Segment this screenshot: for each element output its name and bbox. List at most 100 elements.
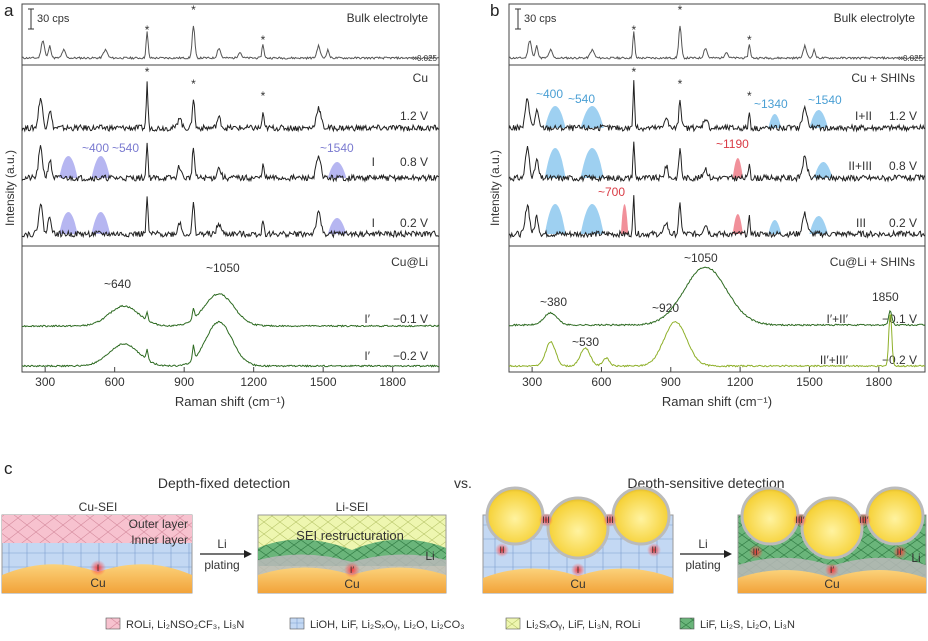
schematic-li-sei-fixed: Li-SEI I′ SEI restructuration Cu Li bbox=[257, 500, 447, 594]
legend-swatch-2 bbox=[505, 617, 521, 630]
band-fill-15 bbox=[544, 204, 566, 234]
band-fill-15 bbox=[59, 212, 78, 234]
schematic-3-roman-e: I bbox=[577, 565, 580, 575]
spectrum-trace-1 bbox=[21, 81, 440, 133]
xtick-label-0: 300 bbox=[35, 375, 55, 389]
panel-b-ls2: II′+III′ bbox=[820, 353, 849, 367]
band-fill-8 bbox=[544, 148, 566, 178]
panel-b-frame bbox=[508, 3, 926, 373]
panel-a-s3: I bbox=[372, 216, 375, 230]
asterisk-c3: * bbox=[261, 89, 266, 103]
band-fill-18 bbox=[809, 216, 828, 234]
arrow-1-bottom: plating bbox=[204, 558, 239, 572]
legend-swatch-3 bbox=[679, 617, 695, 630]
asterisk-b2: * bbox=[191, 3, 196, 17]
panel-b-yaxis-label: Intensity (a.u.) bbox=[488, 150, 502, 226]
spectrum-trace-1 bbox=[508, 80, 926, 133]
spectrum-trace-23 bbox=[21, 320, 440, 368]
schematic-1-title: Cu-SEI bbox=[79, 500, 118, 514]
legend-item-3: LiF, Li₂S, Li₂O, Li₃N bbox=[700, 619, 795, 631]
panel-b-letter: b bbox=[490, 1, 499, 20]
band-fill-17 bbox=[327, 218, 347, 234]
sei-restructuration-label: SEI restructuration bbox=[296, 528, 404, 543]
schematic-4-roman-e: I′ bbox=[830, 565, 835, 575]
panel-b-peak-400: ~400 bbox=[536, 87, 563, 101]
right-title: Depth-sensitive detection bbox=[627, 475, 784, 491]
legend-swatch-1 bbox=[289, 617, 305, 630]
xtick-label-4: 1500 bbox=[310, 375, 337, 389]
panel-a-peak-1050: ~1050 bbox=[206, 261, 240, 275]
asterisk-b1: * bbox=[631, 23, 636, 37]
panel-a-bulk-label: Bulk electrolyte bbox=[347, 11, 429, 25]
arrow-2-bottom: plating bbox=[685, 558, 720, 572]
xtick-label-5: 1800 bbox=[865, 375, 892, 389]
panel-a-s2: I bbox=[372, 155, 375, 169]
spectrum-trace-15 bbox=[508, 195, 926, 239]
panel-c-letter: c bbox=[4, 459, 13, 478]
legend-item-1: LiOH, LiF, Li₂SₓOᵧ, Li₂O, Li₂CO₃ bbox=[310, 619, 465, 631]
panel-a-scale-label: 30 cps bbox=[37, 13, 70, 25]
panel-a: a 30 cps Bulk electrolyte ×0.025 Cu 1.2 … bbox=[3, 1, 440, 409]
panel-a-lv1: −0.1 V bbox=[393, 312, 428, 326]
arrow-1-top: Li bbox=[217, 537, 226, 551]
panel-a-culi-label: Cu@Li bbox=[391, 255, 428, 269]
xtick-label-2: 900 bbox=[661, 375, 681, 389]
schematic-4-roman-c: II′ bbox=[753, 547, 760, 557]
spectrum-trace-0 bbox=[21, 25, 440, 61]
panel-a-peak-1540: ~1540 bbox=[320, 141, 354, 155]
spectrum-trace-22 bbox=[21, 293, 440, 328]
asterisk-c3: * bbox=[747, 89, 752, 103]
panel-b: b 30 cps Bulk electrolyte ×0.025 Cu + SH… bbox=[488, 1, 926, 409]
panel-b-v3: 0.2 V bbox=[889, 216, 917, 230]
band-fill-12 bbox=[732, 158, 743, 178]
panel-b-peak-700: ~700 bbox=[598, 185, 625, 199]
band-fill-16 bbox=[580, 204, 604, 234]
xtick-label-1: 600 bbox=[591, 375, 611, 389]
panel-a-ls1: I′ bbox=[364, 312, 370, 326]
arrow-2-top: Li bbox=[698, 537, 707, 551]
panel-b-spectra: * * * * * * bbox=[508, 3, 926, 368]
schematic-2-roman: I′ bbox=[350, 565, 355, 575]
band-fill-17 bbox=[768, 220, 782, 234]
schematic-cu-sei-sensitive: Cu-SEI III III II II I Cu bbox=[482, 486, 674, 594]
panel-b-ls1: I′+II′ bbox=[826, 312, 848, 326]
panel-b-culi-label: Cu@Li + SHINs bbox=[830, 255, 915, 269]
panel-a-lv2: −0.2 V bbox=[393, 349, 428, 363]
schematic-3-cu: Cu bbox=[570, 577, 585, 591]
li-plating-arrow-2: Li plating bbox=[680, 537, 732, 572]
schematic-2-li: Li bbox=[425, 549, 434, 563]
asterisk-b2: * bbox=[678, 3, 683, 17]
schematic-cu-sei-fixed: Cu-SEI Cu I Outer layer Inner layer bbox=[1, 500, 193, 594]
asterisk-b1: * bbox=[145, 23, 150, 37]
panel-b-scale-label: 30 cps bbox=[524, 13, 557, 25]
panel-b-xaxis-label: Raman shift (cm⁻¹) bbox=[662, 394, 772, 409]
spectrum-trace-8 bbox=[21, 142, 440, 183]
xtick-label-4: 1500 bbox=[796, 375, 823, 389]
band-fill-19 bbox=[732, 214, 743, 234]
spectrum-trace-23 bbox=[509, 314, 926, 368]
legend-item-2: Li₂SₓOᵧ, LiF, Li₃N, ROLi bbox=[526, 619, 640, 631]
spectrum-trace-22 bbox=[509, 266, 926, 327]
asterisk-c2: * bbox=[678, 77, 683, 91]
panel-b-peak-1540: ~1540 bbox=[808, 93, 842, 107]
panel-b-cu-label: Cu + SHINs bbox=[851, 71, 915, 85]
panel-b-bulk-label: Bulk electrolyte bbox=[834, 11, 916, 25]
panel-b-peak-530: ~530 bbox=[572, 335, 599, 349]
band-fill-20 bbox=[620, 204, 629, 234]
panel-a-spectra: * * * * * * bbox=[21, 3, 440, 368]
schematic-4-roman-a: III′ bbox=[795, 515, 805, 525]
spectrum-trace-8 bbox=[508, 141, 926, 183]
schematic-3-roman-a: III bbox=[542, 515, 550, 525]
asterisk-b3: * bbox=[261, 33, 266, 47]
inner-layer-label: Inner layer bbox=[131, 533, 188, 547]
asterisk-c2: * bbox=[191, 77, 196, 91]
panel-b-s1: I+II bbox=[855, 109, 872, 123]
schematic-4-cu: Cu bbox=[824, 577, 839, 591]
xtick-label-2: 900 bbox=[174, 375, 194, 389]
schematic-3-roman-d: II bbox=[651, 545, 656, 555]
vs-label: vs. bbox=[454, 475, 472, 491]
schematic-2-title: Li-SEI bbox=[336, 500, 369, 514]
panel-a-peak-540: ~540 bbox=[112, 141, 139, 155]
band-fill-8 bbox=[59, 156, 78, 178]
